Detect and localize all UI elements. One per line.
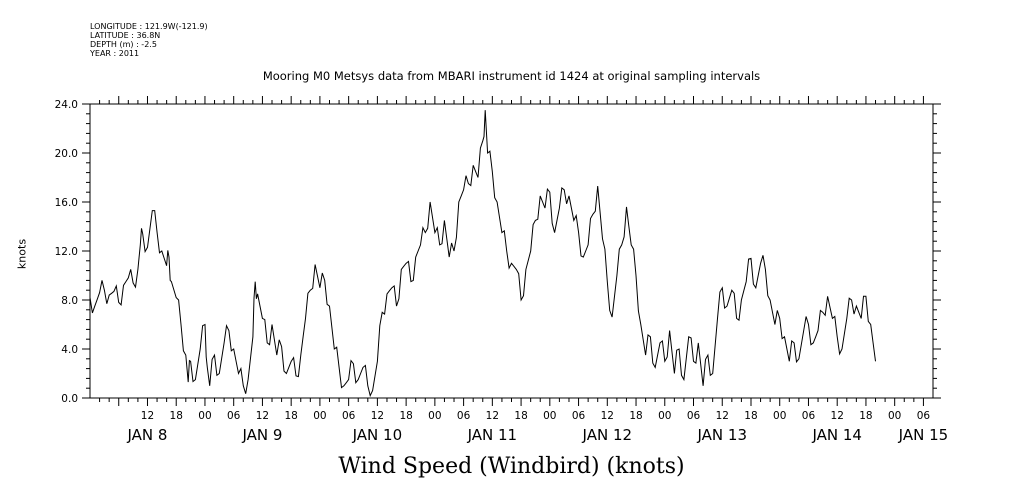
x-tick-label: 06 bbox=[457, 410, 471, 422]
x-axis-label: Wind Speed (Windbird) (knots) bbox=[338, 454, 685, 479]
x-tick-label: 12 bbox=[486, 410, 499, 422]
x-tick-label: 12 bbox=[256, 410, 269, 422]
series-line-0 bbox=[89, 110, 876, 398]
x-tick-label: 00 bbox=[888, 410, 901, 422]
x-day-label: JAN 11 bbox=[467, 426, 518, 444]
chart-title: Mooring M0 Metsys data from MBARI instru… bbox=[262, 69, 761, 83]
x-tick-label: 00 bbox=[428, 410, 441, 422]
y-tick-label: 20.0 bbox=[55, 148, 78, 160]
depth-label: DEPTH (m) : -2.5 bbox=[90, 40, 157, 49]
x-tick-label: 18 bbox=[284, 410, 297, 422]
x-tick-label: 18 bbox=[399, 410, 412, 422]
x-tick-label: 12 bbox=[141, 410, 154, 422]
x-tick-label: 18 bbox=[170, 410, 183, 422]
x-tick-label: 12 bbox=[601, 410, 614, 422]
x-tick-label: 12 bbox=[831, 410, 844, 422]
x-tick-label: 00 bbox=[198, 410, 211, 422]
x-day-label: JAN 8 bbox=[126, 426, 167, 444]
plot-frame bbox=[89, 103, 934, 399]
year-label: YEAR : 2011 bbox=[90, 49, 140, 58]
x-tick-label: 00 bbox=[313, 410, 326, 422]
x-tick-label: 06 bbox=[687, 410, 701, 422]
x-tick-label: 00 bbox=[543, 410, 556, 422]
y-tick-label: 8.0 bbox=[61, 295, 78, 307]
y-tick-label: 24.0 bbox=[55, 99, 78, 111]
x-tick-label: 18 bbox=[744, 410, 757, 422]
x-day-label: JAN 14 bbox=[811, 426, 862, 444]
x-tick-label: 00 bbox=[658, 410, 671, 422]
y-tick-label: 16.0 bbox=[55, 197, 78, 209]
mooring-metadata: LONGITUDE : 121.9W(-121.9) LATITUDE : 36… bbox=[90, 22, 208, 58]
x-day-label: JAN 12 bbox=[582, 426, 633, 444]
x-day-label: JAN 10 bbox=[352, 426, 403, 444]
x-tick-label: 12 bbox=[371, 410, 384, 422]
x-day-label: JAN 15 bbox=[898, 426, 949, 444]
x-tick-label: 06 bbox=[342, 410, 356, 422]
x-tick-label: 12 bbox=[716, 410, 729, 422]
x-tick-label: 06 bbox=[917, 410, 931, 422]
x-day-label: JAN 9 bbox=[241, 426, 282, 444]
x-tick-label: 18 bbox=[859, 410, 872, 422]
x-day-label: JAN 13 bbox=[697, 426, 748, 444]
x-tick-label: 18 bbox=[629, 410, 642, 422]
latitude-label: LATITUDE : 36.8N bbox=[90, 31, 161, 40]
y-tick-label: 0.0 bbox=[61, 393, 78, 405]
y-tick-label: 4.0 bbox=[61, 344, 78, 356]
longitude-label: LONGITUDE : 121.9W(-121.9) bbox=[90, 22, 208, 31]
x-tick-label: 06 bbox=[802, 410, 816, 422]
x-tick-label: 06 bbox=[572, 410, 586, 422]
y-tick-label: 12.0 bbox=[55, 246, 78, 258]
x-tick-label: 00 bbox=[773, 410, 786, 422]
x-tick-label: 18 bbox=[514, 410, 527, 422]
x-tick-label: 06 bbox=[227, 410, 241, 422]
